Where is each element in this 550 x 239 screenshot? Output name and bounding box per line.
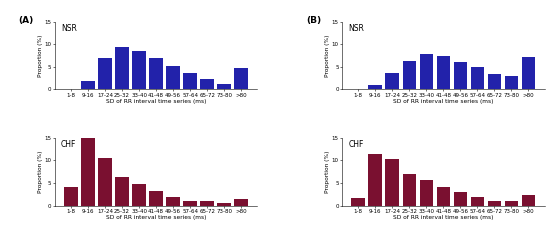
Bar — [217, 203, 231, 206]
Bar — [386, 159, 399, 206]
Bar — [98, 58, 112, 89]
Bar — [403, 174, 416, 206]
Bar — [200, 79, 214, 89]
Bar — [183, 201, 197, 206]
Bar — [234, 199, 248, 206]
Bar — [116, 47, 129, 89]
Y-axis label: Proportion (%): Proportion (%) — [326, 34, 331, 76]
X-axis label: SD of RR interval time series (ms): SD of RR interval time series (ms) — [393, 99, 493, 104]
Bar — [454, 62, 467, 89]
Text: NSR: NSR — [61, 23, 77, 33]
Y-axis label: Proportion (%): Proportion (%) — [38, 34, 43, 76]
Bar — [437, 187, 450, 206]
Bar — [420, 54, 433, 89]
Bar — [166, 66, 180, 89]
Bar — [351, 198, 365, 206]
Bar — [420, 180, 433, 206]
Text: CHF: CHF — [348, 140, 364, 149]
Text: CHF: CHF — [61, 140, 76, 149]
Bar — [81, 81, 95, 89]
Bar — [522, 57, 535, 89]
Bar — [98, 158, 112, 206]
Text: (A): (A) — [19, 16, 34, 25]
X-axis label: SD of RR interval time series (ms): SD of RR interval time series (ms) — [106, 99, 206, 104]
Bar — [437, 56, 450, 89]
Y-axis label: Proportion (%): Proportion (%) — [38, 151, 43, 193]
Bar — [505, 201, 518, 206]
Bar — [368, 85, 382, 89]
Bar — [488, 201, 501, 206]
Bar — [183, 73, 197, 89]
X-axis label: SD of RR interval time series (ms): SD of RR interval time series (ms) — [106, 215, 206, 220]
X-axis label: SD of RR interval time series (ms): SD of RR interval time series (ms) — [393, 215, 493, 220]
Bar — [234, 68, 248, 89]
Bar — [133, 51, 146, 89]
Bar — [454, 192, 467, 206]
Bar — [217, 84, 231, 89]
Bar — [471, 197, 484, 206]
Bar — [488, 74, 501, 89]
Bar — [200, 201, 214, 206]
Bar — [64, 188, 78, 206]
Bar — [81, 138, 95, 206]
Y-axis label: Proportion (%): Proportion (%) — [326, 151, 331, 193]
Bar — [386, 73, 399, 89]
Bar — [150, 191, 163, 206]
Bar — [522, 195, 535, 206]
Bar — [403, 61, 416, 89]
Bar — [471, 67, 484, 89]
Bar — [166, 196, 180, 206]
Bar — [133, 184, 146, 206]
Text: (B): (B) — [306, 16, 321, 25]
Bar — [150, 59, 163, 89]
Text: NSR: NSR — [348, 23, 364, 33]
Bar — [505, 76, 518, 89]
Bar — [116, 177, 129, 206]
Bar — [368, 154, 382, 206]
